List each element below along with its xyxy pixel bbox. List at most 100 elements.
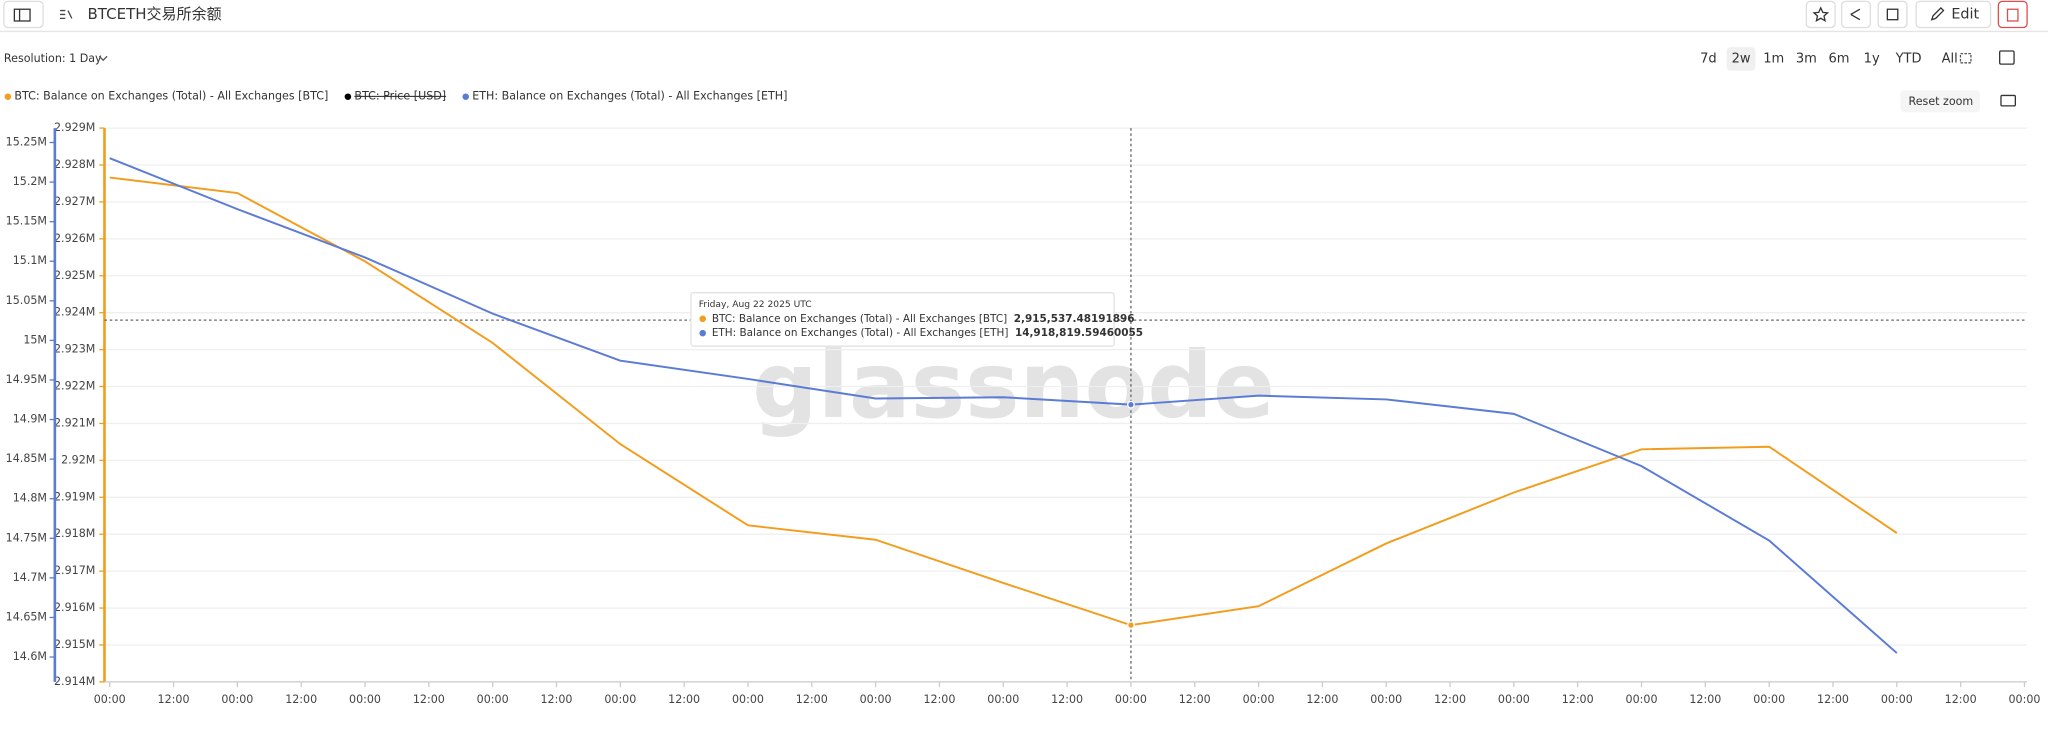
legend-swatch bbox=[4, 93, 12, 101]
dropdown-arrow bbox=[98, 55, 108, 62]
dashboard-title: BTCETH交易所余额 bbox=[88, 5, 222, 23]
copy-button[interactable] bbox=[1877, 0, 1908, 29]
range-button[interactable]: 1m bbox=[1763, 51, 1784, 66]
legend-entry[interactable]: BTC: Balance on Exchanges (Total) - All … bbox=[14, 90, 328, 103]
legend-swatch bbox=[462, 93, 469, 101]
range-buttons: 7d 2w 1m 3m 6m 1y YTD All bbox=[1700, 47, 1958, 71]
range-button[interactable]: 1y bbox=[1864, 51, 1880, 66]
x-tick-label: 12:00 bbox=[541, 693, 573, 706]
range-button[interactable]: All bbox=[1942, 51, 1958, 66]
y2-tick-label: 14.95M bbox=[6, 373, 47, 386]
y2-tick-label: 14.75M bbox=[6, 531, 47, 544]
tooltip-title: Friday, Aug 22 2025 UTC bbox=[699, 300, 812, 310]
y-tick-label: 2.918M bbox=[54, 527, 95, 540]
y-tick-label: 2.921M bbox=[54, 416, 95, 429]
tooltip-name: BTC: Balance on Exchanges (Total) - All … bbox=[712, 313, 1007, 325]
y-tick-label: 2.917M bbox=[54, 564, 95, 577]
legend-entry[interactable]: ETH: Balance on Exchanges (Total) - All … bbox=[472, 90, 787, 103]
x-tick-label: 00:00 bbox=[2008, 693, 2040, 706]
range-button[interactable]: 3m bbox=[1796, 51, 1817, 66]
y-tick-label: 2.916M bbox=[54, 601, 95, 614]
y2-tick-label: 15.2M bbox=[13, 175, 47, 188]
x-tick-label: 00:00 bbox=[1115, 693, 1147, 706]
x-tick-label: 12:00 bbox=[1051, 693, 1083, 706]
y2-tick-label: 14.7M bbox=[13, 571, 47, 584]
delete-button[interactable] bbox=[1997, 0, 2028, 29]
resolution-select[interactable]: Resolution: 1 Day bbox=[4, 52, 102, 65]
x-tick-label: 12:00 bbox=[1306, 693, 1338, 706]
y2-tick-label: 15.25M bbox=[6, 135, 47, 148]
x-tick-label: 12:00 bbox=[1434, 693, 1466, 706]
tooltip-value: 2,915,537.48191896 bbox=[1014, 313, 1135, 325]
hover-point bbox=[1127, 621, 1135, 630]
legend-entry[interactable]: BTC: Price [USD] bbox=[354, 90, 446, 103]
y-tick-label: 2.925M bbox=[54, 269, 95, 282]
tooltip-name: ETH: Balance on Exchanges (Total) - All … bbox=[712, 327, 1009, 339]
y-tick-label: 2.923M bbox=[54, 343, 95, 356]
x-tick-label: 12:00 bbox=[1689, 693, 1721, 706]
zoom-select-button[interactable] bbox=[1957, 48, 1978, 69]
y-tick-label: 2.924M bbox=[54, 306, 95, 319]
x-tick-label: 12:00 bbox=[1562, 693, 1594, 706]
x-tick-label: 00:00 bbox=[1753, 693, 1785, 706]
y-tick-label: 2.927M bbox=[54, 195, 95, 208]
y-tick-label: 2.928M bbox=[54, 158, 95, 171]
y2-tick-label: 14.6M bbox=[13, 650, 47, 663]
y-tick-label: 2.919M bbox=[54, 490, 95, 503]
reset-zoom-button[interactable] bbox=[1900, 90, 1981, 113]
y-tick-label: 2.914M bbox=[54, 675, 95, 688]
y2-tick-label: 14.85M bbox=[6, 452, 47, 465]
edit-button[interactable] bbox=[1915, 0, 1992, 29]
star-button[interactable] bbox=[1805, 0, 1836, 29]
range-button[interactable]: 7d bbox=[1700, 51, 1717, 66]
legend: BTC: Balance on Exchanges (Total) - All … bbox=[4, 90, 787, 103]
x-tick-label: 12:00 bbox=[1179, 693, 1211, 706]
y-tick-label: 2.929M bbox=[54, 121, 95, 134]
share-button[interactable] bbox=[1840, 0, 1872, 29]
x-tick-label: 00:00 bbox=[1498, 693, 1530, 706]
x-tick-label: 00:00 bbox=[1626, 693, 1658, 706]
tooltip-swatch bbox=[699, 329, 706, 337]
reset-zoom-label: Reset zoom bbox=[1909, 95, 1974, 108]
x-tick-label: 12:00 bbox=[413, 693, 445, 706]
x-tick-label: 12:00 bbox=[1817, 693, 1849, 706]
watermark: glassnode bbox=[752, 332, 1275, 439]
x-tick-label: 00:00 bbox=[860, 693, 892, 706]
y-tick-label: 2.926M bbox=[54, 232, 95, 245]
y2-tick-label: 15.05M bbox=[6, 294, 47, 307]
y2-tick-label: 15.15M bbox=[6, 215, 47, 228]
copy-icon bbox=[1886, 8, 1899, 21]
y2-tick-label: 14.65M bbox=[6, 610, 47, 623]
legend-swatch bbox=[344, 93, 352, 101]
range-button[interactable]: 6m bbox=[1829, 51, 1850, 66]
y2-tick-label: 14.8M bbox=[13, 492, 47, 505]
range-active-bg bbox=[1726, 47, 1756, 71]
x-tick-label: 00:00 bbox=[1243, 693, 1275, 706]
x-tick-label: 00:00 bbox=[477, 693, 509, 706]
x-tick-label: 00:00 bbox=[604, 693, 636, 706]
x-tick-label: 00:00 bbox=[1370, 693, 1402, 706]
y-tick-label: 2.92M bbox=[61, 453, 95, 466]
x-tick-label: 12:00 bbox=[796, 693, 828, 706]
y2-tick-label: 15M bbox=[23, 333, 47, 346]
y-tick-label: 2.922M bbox=[54, 380, 95, 393]
zoom-icon bbox=[1959, 52, 1972, 64]
y2-tick-label: 14.9M bbox=[13, 413, 47, 426]
y2-tick-label: 15.1M bbox=[13, 254, 47, 267]
edit-icon bbox=[1930, 7, 1945, 21]
x-tick-label: 00:00 bbox=[987, 693, 1019, 706]
camera-icon[interactable] bbox=[2000, 94, 2016, 107]
hover-point bbox=[1127, 400, 1135, 409]
star-icon bbox=[1812, 6, 1830, 23]
sidebar-icon bbox=[13, 8, 31, 22]
series-line bbox=[109, 176, 1898, 627]
sidebar-button[interactable] bbox=[3, 0, 44, 29]
calendar-icon[interactable] bbox=[1999, 50, 2015, 65]
range-button[interactable]: 2w bbox=[1732, 51, 1751, 66]
range-button[interactable]: YTD bbox=[1895, 51, 1922, 66]
plot: 2.929M 2.928M 2.927M 2.926M 2.925M 2.924M 2.92… bbox=[6, 121, 2041, 706]
x-tick-label: 12:00 bbox=[158, 693, 190, 706]
y-tick-label: 2.915M bbox=[54, 638, 95, 651]
